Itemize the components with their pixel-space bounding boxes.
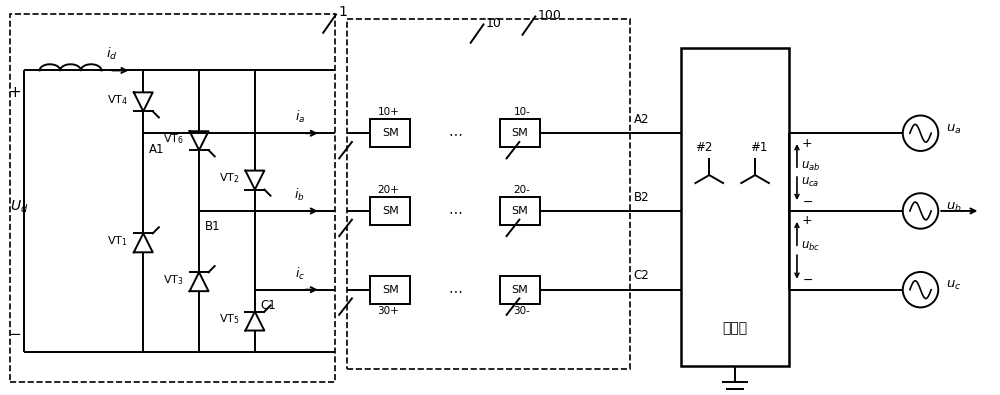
Text: B1: B1 [205,220,221,233]
Text: 30-: 30- [513,306,530,316]
Bar [347,19,630,369]
Text: $u_{ca}$: $u_{ca}$ [801,175,819,188]
Text: 变压器: 变压器 [723,322,748,335]
Text: 1: 1 [339,5,347,19]
Text: $u_a$: $u_a$ [946,123,962,136]
Bar [370,119,410,147]
Text: SM: SM [512,206,528,216]
Text: VT$_3$: VT$_3$ [163,273,184,287]
Text: $u_{ab}$: $u_{ab}$ [801,160,820,173]
Text: $\cdots$: $\cdots$ [448,283,462,297]
Text: VT$_6$: VT$_6$ [163,132,184,146]
Text: 10: 10 [486,17,502,30]
Text: $u_{bc}$: $u_{bc}$ [801,240,820,253]
Text: SM: SM [512,285,528,295]
Text: C1: C1 [261,299,277,312]
Text: +: + [8,85,21,100]
Bar [370,276,410,304]
Text: $u_b$: $u_b$ [946,200,962,214]
Text: $U_d$: $U_d$ [10,198,29,214]
Text: B2: B2 [634,190,649,203]
Text: $\cdots$: $\cdots$ [448,204,462,218]
Text: 20-: 20- [513,185,530,195]
Bar [500,276,540,304]
Text: $-$: $-$ [802,194,813,207]
Text: SM: SM [382,128,399,138]
Text: $-$: $-$ [8,325,21,340]
Text: +: + [802,137,813,150]
Text: A1: A1 [149,143,165,156]
Text: 20+: 20+ [378,185,399,195]
Text: $\cdots$: $\cdots$ [448,126,462,140]
Bar [500,119,540,147]
Text: SM: SM [382,285,399,295]
Bar [500,197,540,225]
Text: #1: #1 [750,141,768,154]
Text: 10-: 10- [513,107,530,117]
Bar [681,47,789,367]
Text: VT$_1$: VT$_1$ [107,234,128,248]
Text: +: + [802,214,813,228]
Text: SM: SM [512,128,528,138]
Text: $i_c$: $i_c$ [295,266,305,282]
Text: VT$_5$: VT$_5$ [219,312,239,326]
Text: $i_d$: $i_d$ [106,45,117,62]
Text: 30+: 30+ [378,306,399,316]
Text: C2: C2 [634,269,649,282]
Text: $u_c$: $u_c$ [946,279,962,292]
Text: #2: #2 [695,141,712,154]
Text: SM: SM [382,206,399,216]
Text: A2: A2 [634,113,649,126]
Text: $i_b$: $i_b$ [294,187,305,203]
Bar [370,197,410,225]
Text: 100: 100 [538,9,562,22]
Text: VT$_2$: VT$_2$ [219,171,239,185]
Text: 10+: 10+ [378,107,399,117]
Text: $i_a$: $i_a$ [295,109,305,125]
Text: $-$: $-$ [802,273,813,286]
Bar [10,14,335,382]
Text: VT$_4$: VT$_4$ [107,93,128,107]
